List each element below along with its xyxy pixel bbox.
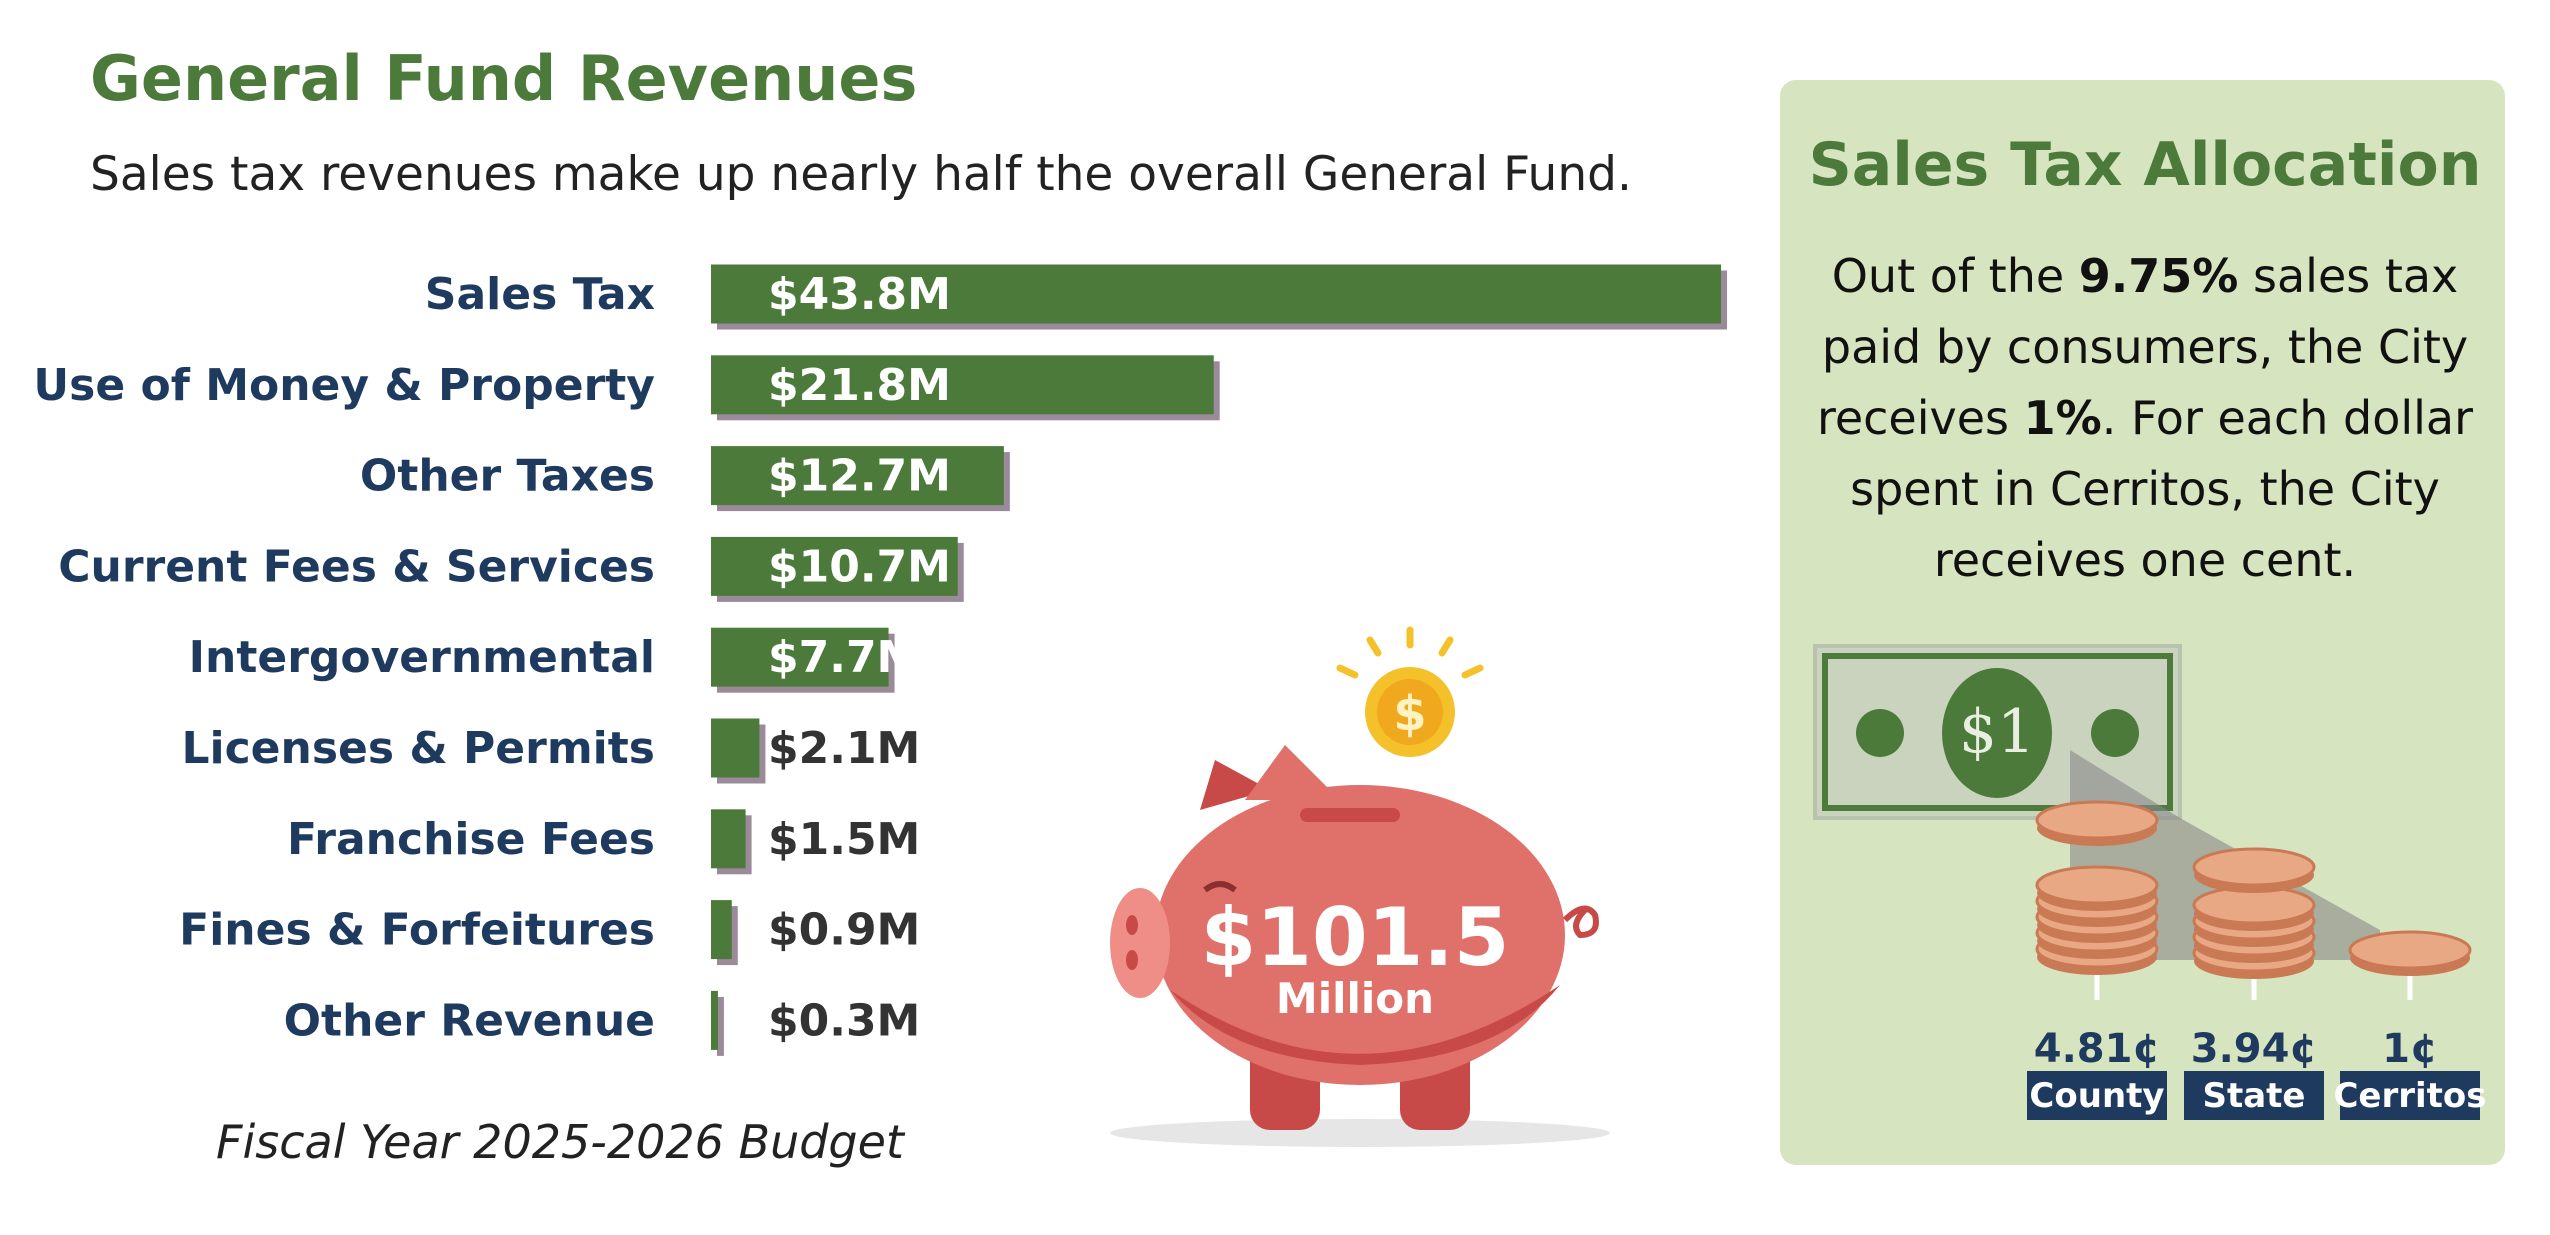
panel-text: sales tax (2238, 249, 2458, 303)
panel-text: . For each dollar (2102, 391, 2473, 445)
panel-text: Out of the (1832, 249, 2079, 303)
panel-text: receives one cent. (1934, 533, 2356, 587)
bill-label: $1 (1959, 697, 2035, 767)
footnote: Fiscal Year 2025-2026 Budget (216, 1115, 906, 1169)
panel-text: spent in Cerritos, the City (1850, 462, 2440, 516)
coin-stacks (2035, 800, 2472, 1000)
share-box (2184, 1071, 2324, 1120)
coin (2348, 930, 2472, 970)
share-name: Cerritos (2333, 1076, 2486, 1116)
panel-text-line: paid by consumers, the City (1822, 320, 2468, 374)
share-amount: 3.94¢ (2191, 1026, 2318, 1072)
value-label: $10.7M (768, 541, 951, 592)
value-label: $21.8M (768, 360, 951, 411)
panel-title: Sales Tax Allocation (1809, 130, 2482, 200)
value-label: $0.9M (768, 905, 920, 956)
panel-text: 9.75% (2079, 249, 2239, 303)
piggy-bank: $ (1110, 626, 1610, 1147)
value-label: $43.8M (768, 269, 951, 320)
panel-text-line: receives one cent. (1934, 533, 2356, 587)
chart-subtitle: Sales tax revenues make up nearly half t… (90, 147, 1632, 202)
panel-text: paid by consumers, the City (1822, 320, 2468, 374)
value-label: $7.7M (768, 632, 920, 683)
bar (711, 900, 732, 960)
category-label: Fines & Forfeitures (179, 905, 655, 956)
share-amount: 4.81¢ (2034, 1026, 2161, 1072)
share-name: County (2029, 1076, 2164, 1116)
share-box (2027, 1071, 2167, 1120)
bar (711, 264, 1722, 324)
panel-text-line: Out of the 9.75% sales tax (1832, 249, 2459, 303)
coin (2035, 865, 2159, 905)
side-panel (1780, 80, 2505, 1165)
share-name: State (2203, 1076, 2306, 1116)
panel-text-line: spent in Cerritos, the City (1850, 462, 2440, 516)
value-label: $1.5M (768, 814, 920, 865)
category-label: Franchise Fees (287, 814, 655, 865)
coin (2035, 800, 2159, 840)
category-label: Licenses & Permits (181, 723, 655, 774)
total-amount: $101.5 (1201, 891, 1510, 984)
bar (711, 627, 889, 687)
category-label: Intergovernmental (189, 632, 655, 683)
panel-text-line: receives 1%. For each dollar (1817, 391, 2473, 445)
category-label: Other Revenue (284, 995, 655, 1046)
share-box (2340, 1071, 2480, 1120)
bar (711, 809, 746, 869)
value-label: $0.3M (768, 995, 920, 1046)
value-label: $2.1M (768, 723, 920, 774)
bar-shadow (717, 996, 724, 1056)
share-amount: 1¢ (2382, 1026, 2438, 1072)
value-label: $12.7M (768, 451, 951, 502)
category-label: Use of Money & Property (33, 360, 655, 411)
chart-title: General Fund Revenues (90, 42, 917, 115)
bar (711, 718, 760, 778)
category-label: Current Fees & Services (58, 541, 655, 592)
category-label: Sales Tax (425, 269, 655, 320)
panel-text: receives (1817, 391, 2024, 445)
coin (2192, 847, 2316, 887)
svg-text:$: $ (1393, 686, 1426, 742)
bar (711, 536, 958, 596)
bar (711, 355, 1214, 415)
bar (711, 990, 718, 1050)
total-unit: Million (1276, 974, 1434, 1023)
category-label: Other Taxes (360, 451, 655, 502)
panel-text: 1% (2024, 391, 2102, 445)
bar (711, 446, 1004, 506)
